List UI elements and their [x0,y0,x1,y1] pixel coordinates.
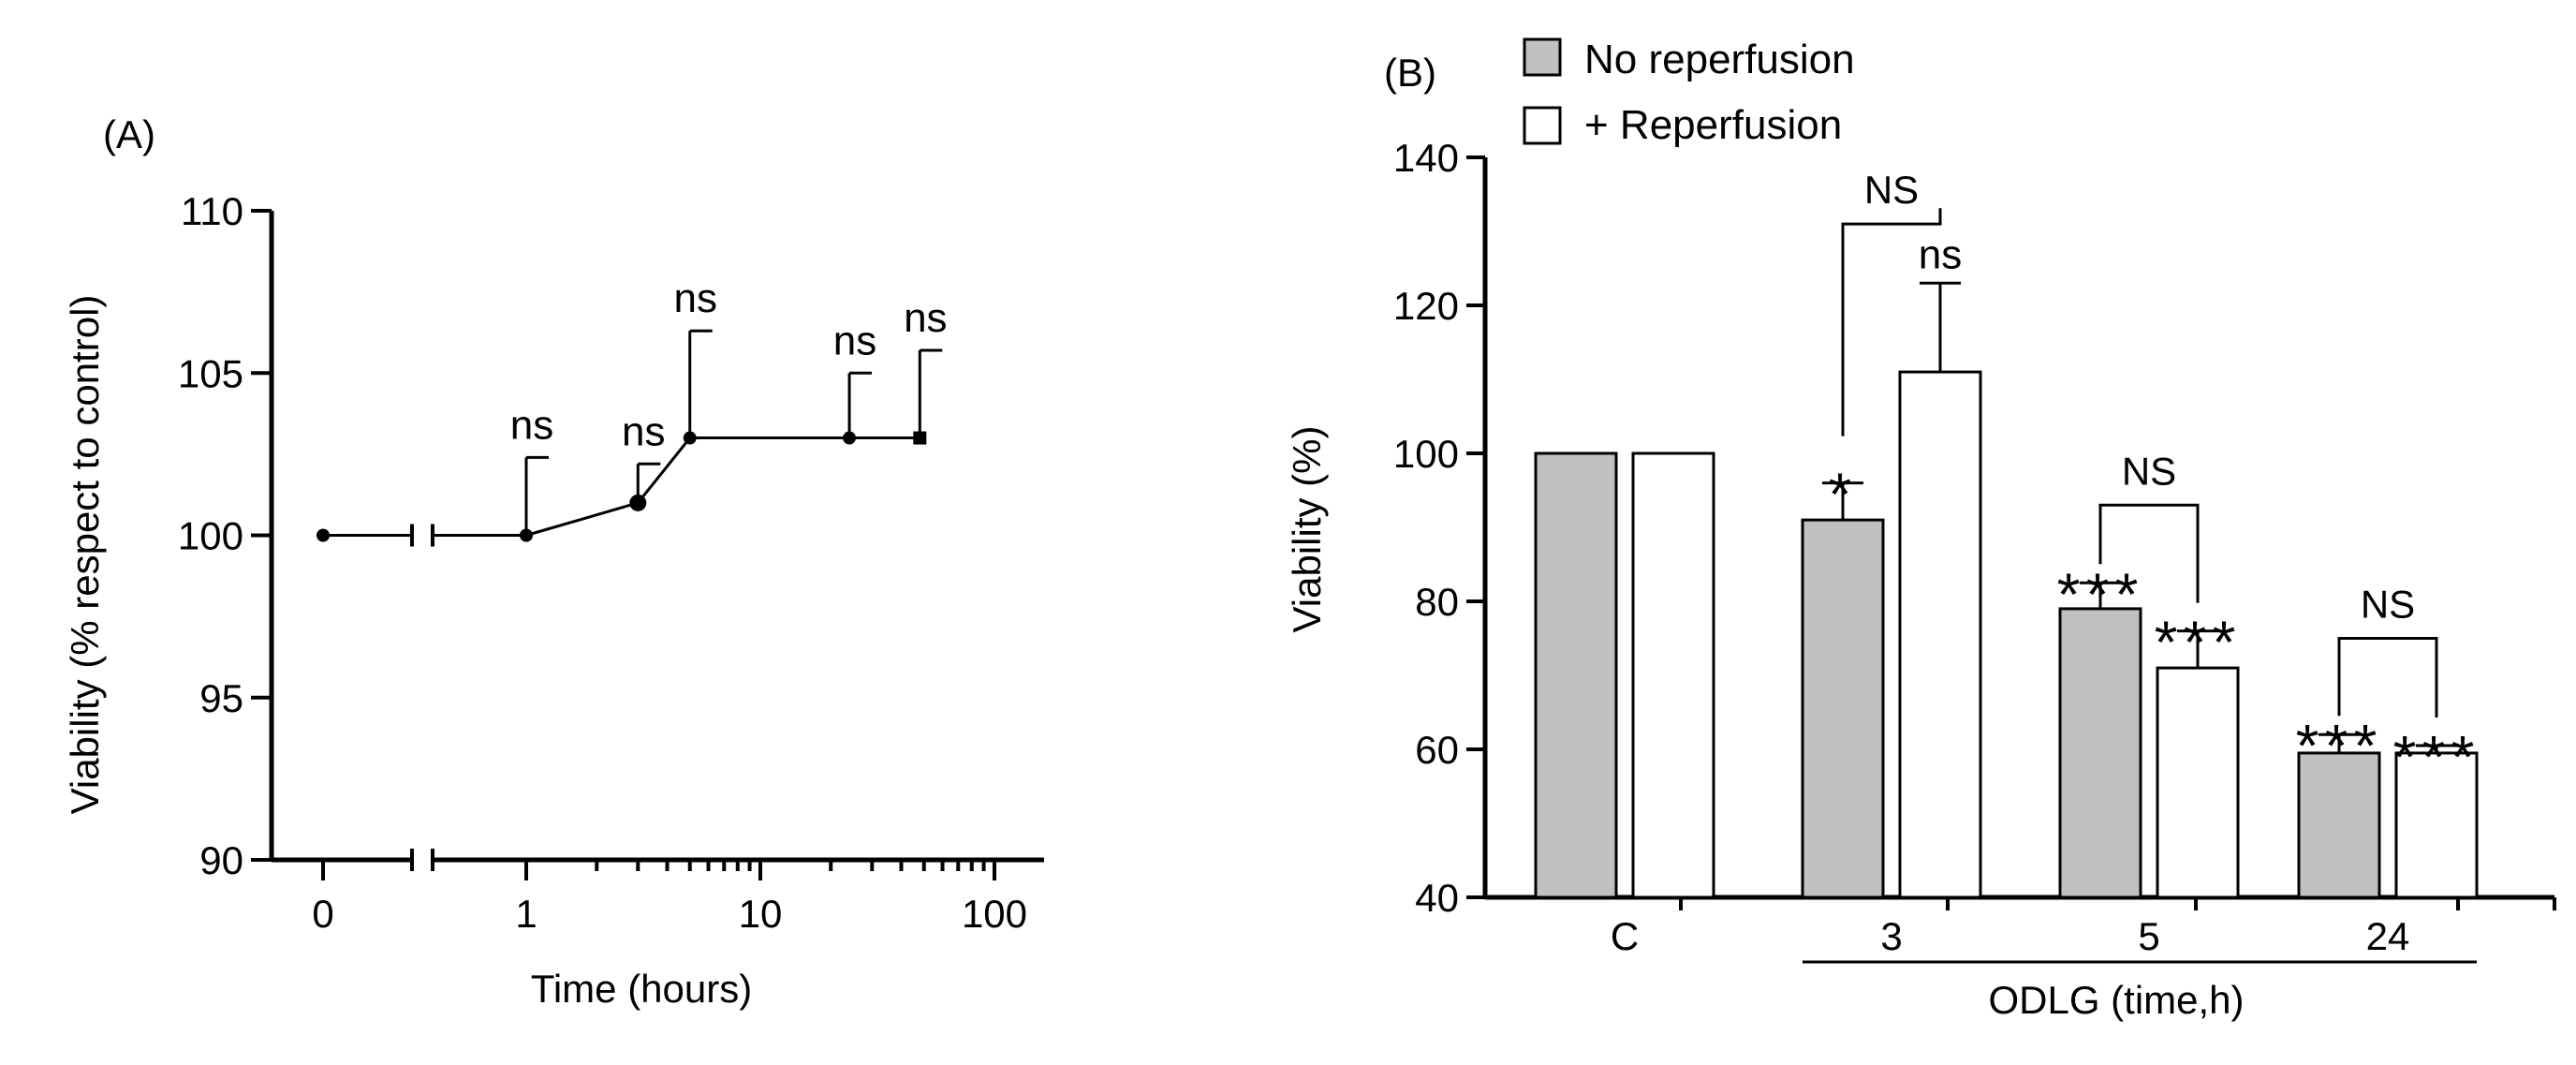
panel-b-category-label: 5 [2138,914,2159,958]
panel-b-bar [1534,451,1618,899]
panel-b-bar [1801,518,1885,899]
legend-label-reperfusion: + Reperfusion [1584,102,1842,148]
panel-b-comparison-bracket [2337,637,2438,718]
panel-a-significance-label: ns [622,408,665,454]
panel-a-data-point [629,494,647,511]
panel-a-data-point [316,528,330,542]
legend-swatch-reperfusion [1523,106,1562,145]
panel-a-ylabel: Viability (% respect to control) [63,295,107,815]
panel-a-data-point [843,431,857,445]
panel-b-significance-label: *** [2393,723,2480,791]
panel-a-label: (A) [103,112,155,156]
panel-a-x-tick-label: 10 [739,892,783,936]
panel-b-legend: No reperfusion + Reperfusion [1523,37,1855,148]
panel-b-significance-label: *** [2155,609,2242,676]
panel-b-y-tick-label: 120 [1393,284,1459,328]
panel-a-data-point [520,528,533,542]
panel-b-y-tick-label: 60 [1415,728,1459,772]
panel-b-significance-label: ns [1919,231,1962,277]
panel-a: (A) Viability (% respect to control) Tim… [63,112,1044,1011]
panel-b-comparison-bracket [1841,208,1942,436]
legend-label-no-reperfusion: No reperfusion [1584,37,1855,82]
panel-b-bar [2297,751,2381,899]
panel-b-y-tick-label: 100 [1393,432,1459,476]
panel-b-category-label: 24 [2366,914,2410,958]
panel-a-significance-label: ns [674,275,717,321]
panel-b-significance-label: *** [2057,560,2144,628]
panel-b-y-tick-label: 40 [1415,876,1459,920]
panel-b-significance-label: *** [2296,712,2383,779]
panel-a-significance-label: ns [904,295,947,341]
panel-a-x-tick-label: 1 [515,892,537,936]
panel-b-comparison-bracket [2098,503,2200,603]
panel-b-category-label: 3 [1880,914,1902,958]
panel-a-y-tick-label: 95 [199,676,243,720]
panel-a-significance-label: ns [833,318,876,363]
panel-b-bar [1898,370,1982,899]
panel-b-comparison-label: NS [2122,449,2176,493]
panel-b-bar [2156,666,2240,899]
panel-a-xlabel: Time (hours) [531,967,752,1011]
legend-swatch-no-reperfusion [1523,37,1562,77]
panel-b-ylabel: Viability (%) [1285,426,1329,633]
panel-b-xlabel: ODLG (time,h) [1988,978,2244,1022]
panel-a-data-point [913,431,927,445]
panel-b-significance-label: * [1829,461,1858,528]
panel-b-bar [1631,451,1715,899]
panel-a-x-tick-label: 100 [962,892,1027,936]
panel-a-series-line [525,501,639,537]
panel-a-significance-label: ns [510,402,553,448]
panel-a-y-tick-label: 110 [181,189,243,233]
panel-b-bar [2058,607,2142,899]
panel-b-y-tick-label: 80 [1415,580,1459,624]
panel-b-bar [2394,751,2479,899]
panel-b-comparison-label: NS [1864,168,1919,212]
panel-b-label: (B) [1384,51,1436,95]
panel-b-comparison-label: NS [2361,583,2415,627]
panel-a-y-tick-label: 105 [178,351,243,395]
panel-b: (B) Viability (%) ODLG (time,h) No reper… [1285,37,2556,1022]
panel-b-category-label: C [1611,914,1639,958]
panel-a-y-tick-label: 100 [178,514,243,558]
panel-a-data-point [683,431,697,445]
panel-b-y-tick-label: 140 [1393,136,1459,180]
panel-a-y-tick-label: 90 [199,838,243,882]
panel-a-x-tick-label: 0 [312,892,333,936]
panel-a-series-line [637,436,691,504]
